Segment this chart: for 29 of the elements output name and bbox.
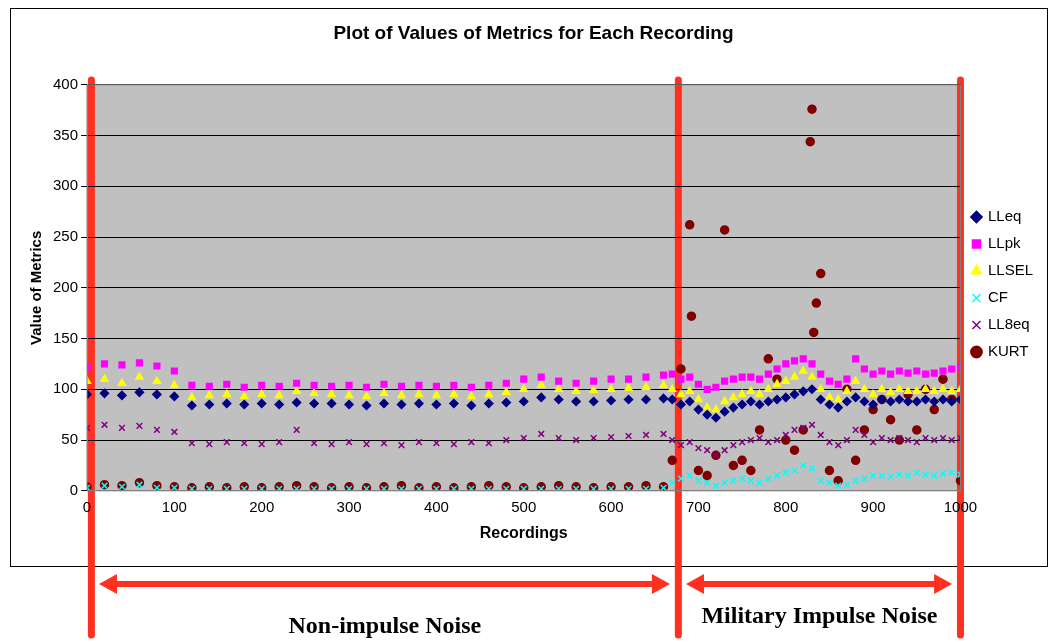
chart-title: Plot of Values of Metrics for Each Recording (333, 21, 734, 43)
y-tick-label: 150 (53, 328, 79, 346)
x-tick-label: 400 (423, 497, 449, 515)
x-tick-label: 300 (336, 497, 362, 515)
y-axis-title: Value of Metrics (27, 230, 45, 345)
text: Military Impulse Noise (701, 602, 938, 629)
legend-label: LLeq (987, 207, 1022, 225)
y-tick-label: 400 (53, 74, 79, 92)
x-tick-label: 600 (598, 497, 624, 515)
x-tick-label: 800 (773, 497, 799, 515)
legend-label: LLSEL (987, 261, 1034, 279)
x-tick-label: 200 (249, 497, 275, 515)
y-tick-label: 200 (53, 277, 79, 295)
x-axis-title: Recordings (479, 523, 568, 541)
x-tick-label: 500 (511, 497, 537, 515)
x-tick-label: 100 (161, 497, 187, 515)
x-tick-label: 900 (860, 497, 886, 515)
y-tick-label: 100 (53, 379, 79, 397)
legend-label: LLpk (987, 234, 1021, 252)
legend-label: LL8eq (987, 315, 1030, 333)
y-tick-label: 300 (53, 176, 79, 194)
y-tick-label: 50 (61, 430, 79, 448)
legend-label: CF (987, 288, 1008, 306)
y-tick-label: 250 (53, 227, 79, 245)
x-tick-label: 700 (685, 497, 711, 515)
text: Non-impulse Noise (288, 612, 482, 639)
y-tick-label: 0 (69, 480, 79, 498)
y-tick-label: 350 (53, 125, 79, 143)
legend-label: KURT (987, 342, 1029, 360)
